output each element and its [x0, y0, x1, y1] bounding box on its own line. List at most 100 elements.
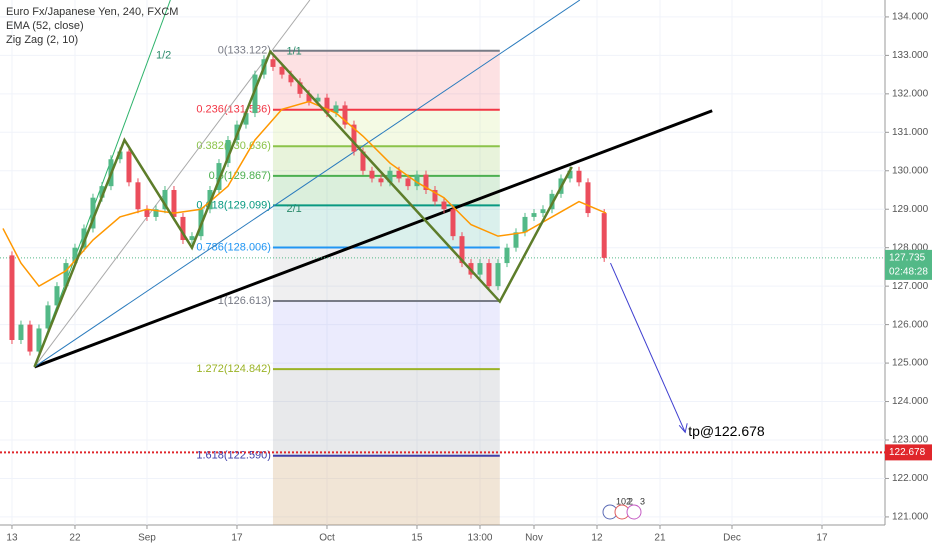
- countdown: 02:48:28: [889, 267, 928, 278]
- x-tick-label: 21: [654, 533, 666, 544]
- candle: [486, 263, 492, 287]
- x-tick-label: 13: [6, 533, 18, 544]
- candle: [405, 178, 411, 187]
- candle: [360, 151, 366, 171]
- candle: [252, 74, 258, 114]
- candle: [585, 182, 591, 214]
- legend-entry: EMA (52, close): [6, 20, 84, 32]
- x-tick-label: Nov: [525, 533, 543, 544]
- y-tick-label: 123.000: [892, 435, 929, 446]
- candle: [513, 232, 519, 248]
- trend-line: [34, 0, 581, 368]
- candle: [99, 186, 105, 198]
- y-tick-label: 131.000: [892, 127, 929, 138]
- target-price-box: [885, 444, 932, 461]
- candle: [441, 201, 447, 210]
- candle: [144, 209, 150, 217]
- candle: [495, 263, 501, 287]
- candle: [90, 197, 96, 229]
- candle: [63, 263, 69, 287]
- candle: [225, 140, 231, 164]
- candle: [369, 170, 375, 179]
- candle: [522, 216, 528, 233]
- x-tick-label: 12: [591, 533, 603, 544]
- fib-band: [272, 109, 500, 147]
- target-price-label: 122.678: [889, 447, 926, 458]
- candle: [315, 97, 321, 102]
- candle: [243, 113, 249, 125]
- candle: [306, 93, 312, 102]
- y-tick-label: 124.000: [892, 396, 929, 407]
- y-tick-label: 132.000: [892, 88, 929, 99]
- fib-band: [272, 455, 500, 525]
- candle: [216, 163, 222, 190]
- legend-entry: Euro Fx/Japanese Yen, 240, FXCM: [6, 6, 178, 18]
- x-tick-label: 17: [231, 533, 243, 544]
- candle: [432, 190, 438, 202]
- y-tick-label: 130.000: [892, 165, 929, 176]
- event-icon: [626, 504, 642, 520]
- candle: [162, 190, 168, 210]
- fib-label: 0.786(128.006): [196, 241, 271, 253]
- candle: [324, 97, 330, 114]
- fib-label: 1(126.613): [218, 295, 271, 307]
- candle: [279, 66, 285, 75]
- ema-line: [2, 100, 607, 288]
- fib-band: [272, 301, 500, 370]
- y-tick-label: 133.000: [892, 50, 929, 61]
- last-price-label: 127.735: [889, 253, 926, 264]
- annotation: 1/1: [286, 45, 301, 57]
- x-tick-label: Oct: [319, 533, 335, 544]
- arrow-head: [678, 423, 688, 434]
- fib-band: [272, 205, 500, 248]
- candle: [45, 305, 51, 329]
- candle: [135, 182, 141, 210]
- candle: [9, 255, 15, 340]
- candle: [576, 170, 582, 183]
- candle: [423, 174, 429, 190]
- y-tick-label: 134.000: [892, 12, 929, 23]
- candle: [477, 263, 483, 275]
- candle: [117, 151, 123, 160]
- candle: [601, 213, 607, 258]
- candle: [378, 178, 384, 183]
- candle: [333, 105, 339, 114]
- candle: [342, 105, 348, 125]
- fib-band: [272, 369, 500, 456]
- candle: [189, 236, 195, 240]
- x-tick-label: 22: [69, 533, 81, 544]
- fib-label: 0.236(131.586): [196, 104, 271, 116]
- x-tick-label: Sep: [138, 533, 156, 544]
- y-tick-label: 125.000: [892, 358, 929, 369]
- y-tick-label: 121.000: [892, 512, 929, 523]
- y-tick-label: 128.000: [892, 242, 929, 253]
- candle: [351, 124, 357, 152]
- fib-band: [272, 146, 500, 176]
- target-text: tp@122.678: [688, 423, 765, 439]
- candle: [414, 174, 420, 187]
- fib-label: 0(133.122): [218, 45, 271, 57]
- candle: [531, 213, 537, 217]
- candle: [567, 170, 573, 179]
- candle: [180, 216, 186, 240]
- x-tick-label: 13:00: [467, 533, 492, 544]
- y-tick-label: 129.000: [892, 204, 929, 215]
- x-tick-label: 17: [816, 533, 828, 544]
- y-tick-label: 122.000: [892, 473, 929, 484]
- fib-band: [272, 247, 500, 302]
- candle: [288, 74, 294, 83]
- last-price-box: [885, 249, 932, 280]
- candle: [126, 151, 132, 183]
- candle: [18, 324, 24, 340]
- candle: [504, 247, 510, 264]
- candle: [396, 170, 402, 179]
- trend-line: [33, 109, 713, 369]
- annotation: 2/1: [286, 203, 301, 215]
- event-label: 2: [628, 496, 633, 506]
- x-tick-label: Dec: [723, 533, 741, 544]
- candle: [540, 209, 546, 214]
- x-tick-label: 15: [411, 533, 423, 544]
- candle: [171, 190, 177, 217]
- candle: [387, 170, 393, 183]
